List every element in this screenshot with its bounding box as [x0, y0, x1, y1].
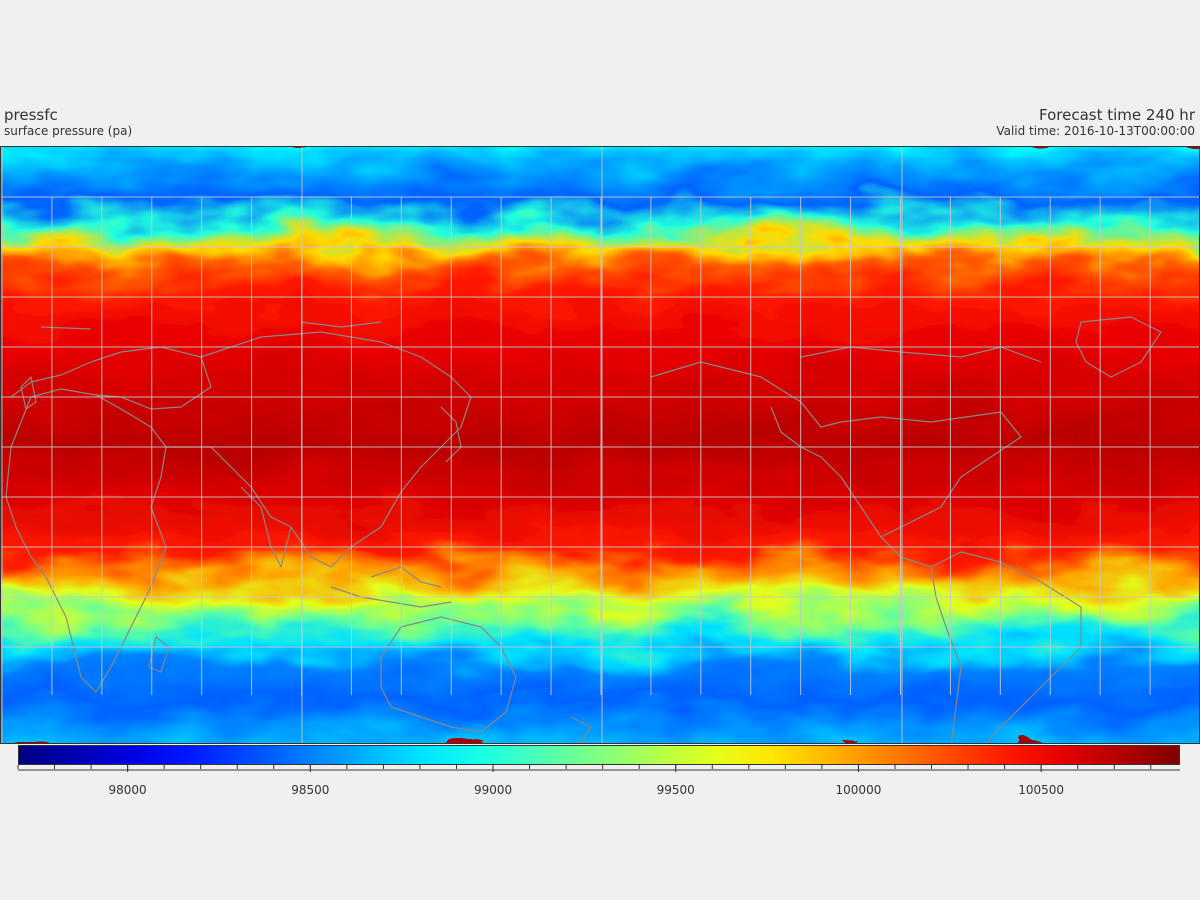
- title-block-left: pressfc surface pressure (pa): [4, 106, 132, 139]
- colorbar-gradient: [19, 746, 1179, 764]
- pressure-field: [1, 147, 1199, 743]
- coast-africa: [5, 388, 167, 693]
- coast-south-america: [930, 551, 1082, 743]
- colorbar-tick-label: 100500: [1018, 783, 1064, 797]
- gridlines: [1, 147, 1199, 743]
- coast-arctic: [40, 321, 1042, 363]
- coast-japan: [440, 406, 462, 463]
- colorbar: [18, 745, 1180, 765]
- title-block-right: Forecast time 240 hr Valid time: 2016-10…: [996, 106, 1195, 139]
- coast-europe: [10, 346, 212, 410]
- coast-greenland: [1075, 316, 1162, 378]
- forecast-time: Forecast time 240 hr: [1039, 106, 1195, 124]
- coast-uk: [20, 376, 37, 410]
- colorbar-tick-label: 98500: [291, 783, 329, 797]
- coast-north-america: [650, 361, 1022, 538]
- variable-name: pressfc: [4, 106, 58, 124]
- map-canvas: [1, 147, 1199, 743]
- colorbar-tick-label: 100000: [836, 783, 882, 797]
- valid-time: Valid time: 2016-10-13T00:00:00: [996, 124, 1195, 138]
- colorbar-tick-label: 99500: [657, 783, 695, 797]
- colorbar-tick-label: 99000: [474, 783, 512, 797]
- coast-new-zealand: [570, 716, 592, 743]
- variable-long-name: surface pressure (pa): [4, 124, 133, 138]
- colorbar-tick-label: 98000: [109, 783, 147, 797]
- pressure-map[interactable]: [0, 146, 1200, 744]
- coast-australia: [380, 616, 517, 733]
